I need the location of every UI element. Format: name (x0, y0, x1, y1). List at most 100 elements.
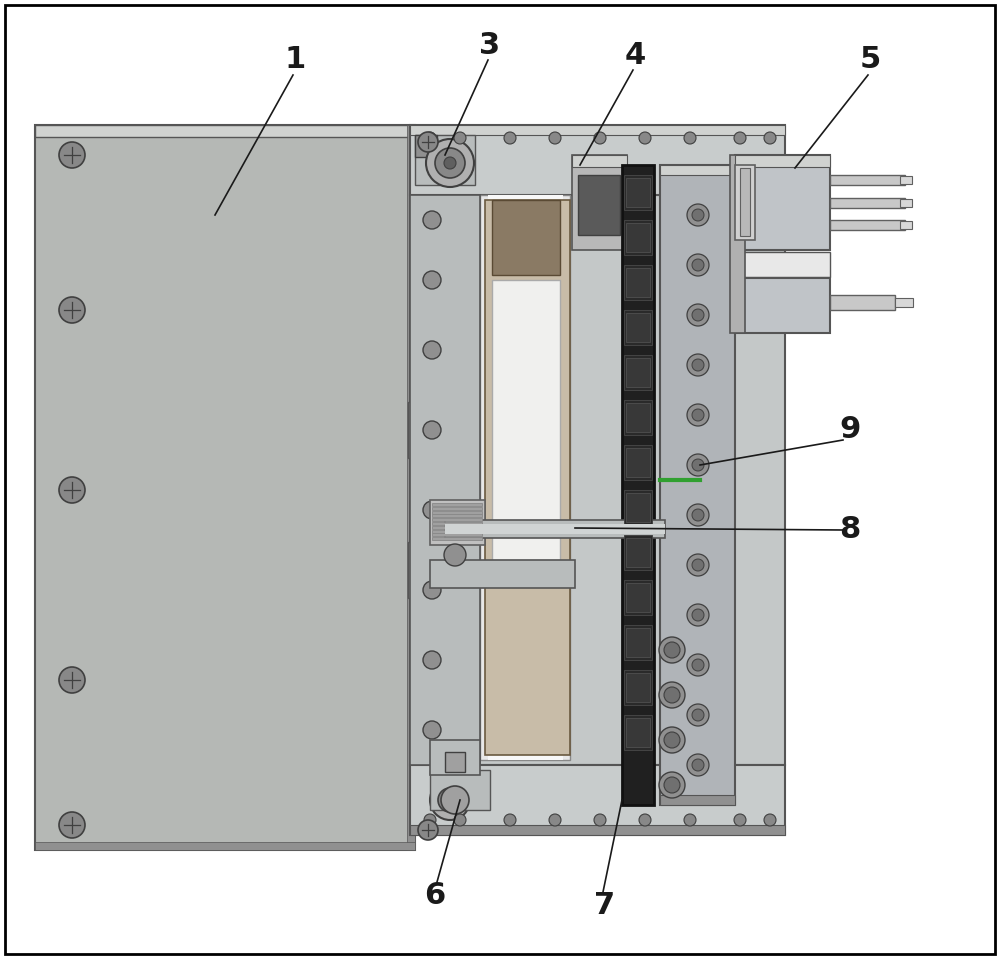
Bar (410, 195, 785, 765)
Bar (415, 135, 437, 157)
Circle shape (418, 820, 438, 840)
Circle shape (424, 814, 436, 826)
Bar (830, 198, 905, 208)
Circle shape (454, 814, 466, 826)
Bar (35, 125, 415, 137)
Circle shape (764, 132, 776, 144)
Circle shape (424, 132, 436, 144)
Bar (735, 155, 830, 167)
Bar (660, 165, 735, 805)
Bar (432, 522, 482, 525)
Circle shape (687, 204, 709, 226)
Circle shape (59, 812, 85, 838)
Circle shape (692, 709, 704, 721)
Bar (485, 200, 570, 755)
Circle shape (692, 659, 704, 671)
Bar (430, 500, 485, 545)
Bar (624, 625, 652, 660)
Bar (626, 268, 650, 297)
Bar (480, 140, 575, 825)
Bar (445, 520, 665, 538)
Circle shape (692, 359, 704, 371)
Circle shape (430, 780, 470, 820)
Bar (624, 715, 652, 750)
Circle shape (692, 759, 704, 771)
Circle shape (687, 654, 709, 676)
Bar (445, 524, 665, 534)
Text: 8: 8 (839, 516, 861, 545)
Bar (626, 628, 650, 657)
Circle shape (423, 211, 441, 229)
Circle shape (59, 667, 85, 693)
Bar (622, 165, 654, 805)
Text: 7: 7 (594, 891, 616, 920)
Circle shape (687, 504, 709, 526)
Bar (624, 670, 652, 705)
Bar (410, 125, 785, 195)
Bar (480, 195, 570, 760)
Circle shape (549, 132, 561, 144)
Bar (660, 795, 735, 805)
Circle shape (426, 139, 474, 187)
Bar (626, 538, 650, 567)
Circle shape (692, 259, 704, 271)
Bar (432, 518, 482, 521)
Bar (432, 537, 482, 540)
Bar (624, 265, 652, 300)
Circle shape (692, 209, 704, 221)
Circle shape (687, 754, 709, 776)
Circle shape (423, 271, 441, 289)
Circle shape (549, 814, 561, 826)
Circle shape (423, 651, 441, 669)
Circle shape (687, 404, 709, 426)
Circle shape (639, 814, 651, 826)
Circle shape (59, 477, 85, 503)
Bar (578, 175, 620, 235)
Bar (624, 580, 652, 615)
Bar (445, 752, 465, 772)
Circle shape (664, 642, 680, 658)
Bar (432, 514, 482, 518)
Bar (626, 403, 650, 432)
Bar (408, 542, 426, 598)
Bar (624, 535, 652, 570)
Circle shape (664, 777, 680, 793)
Bar (740, 168, 750, 236)
Circle shape (692, 459, 704, 471)
Bar (735, 278, 830, 333)
Bar (430, 770, 490, 810)
Circle shape (659, 727, 685, 753)
Circle shape (418, 132, 438, 152)
Bar (430, 740, 480, 775)
Circle shape (435, 148, 465, 178)
Bar (830, 295, 895, 310)
Circle shape (734, 814, 746, 826)
Bar (624, 400, 652, 435)
Bar (624, 490, 652, 525)
Bar (488, 195, 563, 760)
Bar (408, 402, 426, 458)
Bar (492, 200, 560, 275)
Bar (735, 165, 755, 240)
Bar (410, 765, 785, 835)
Circle shape (687, 304, 709, 326)
Bar (626, 178, 650, 207)
Circle shape (59, 142, 85, 168)
Bar (624, 175, 652, 210)
Circle shape (687, 454, 709, 476)
Circle shape (441, 786, 469, 814)
Circle shape (687, 254, 709, 276)
Bar (626, 493, 650, 522)
Circle shape (444, 157, 456, 169)
Bar (410, 125, 785, 135)
Bar (572, 155, 627, 250)
Bar (432, 506, 482, 510)
Bar (730, 155, 745, 333)
Circle shape (423, 721, 441, 739)
Bar (660, 165, 735, 175)
Text: 9: 9 (839, 415, 861, 445)
Bar (626, 313, 650, 342)
Circle shape (664, 687, 680, 703)
Bar (900, 176, 912, 184)
Bar (624, 220, 652, 255)
